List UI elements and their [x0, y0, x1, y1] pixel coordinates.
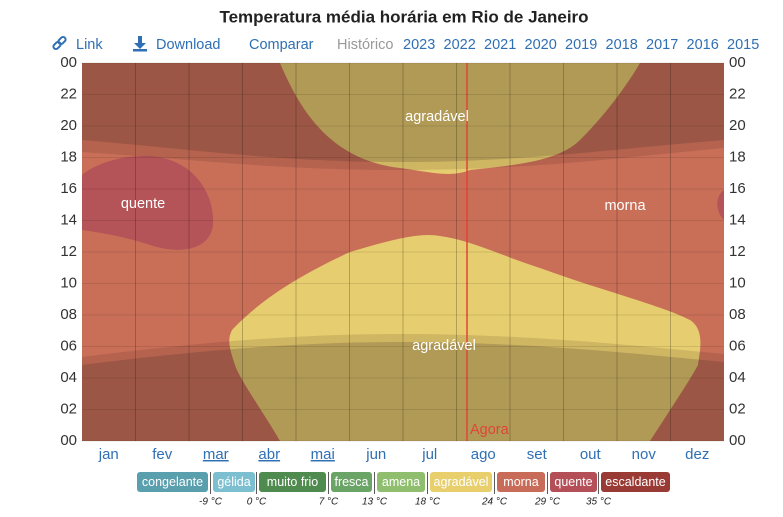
legend-label: congelante	[142, 475, 203, 489]
y-tick-label-right: 00	[729, 432, 746, 449]
y-tick-label-right: 04	[729, 369, 746, 386]
threshold-label: -9 °C	[199, 497, 223, 508]
y-tick-label: 00	[60, 432, 77, 449]
y-tick-label-right: 10	[729, 274, 746, 291]
threshold-label: 0 °C	[247, 497, 267, 508]
y-tick-label: 18	[60, 148, 77, 165]
y-tick-label: 04	[60, 369, 77, 386]
twilight-overlay	[82, 334, 724, 365]
x-tick-label: dez	[685, 446, 709, 463]
y-tick-label: 02	[60, 400, 77, 417]
toolbar-link[interactable]: Comparar	[249, 37, 314, 53]
x-tick-label: mai	[311, 446, 335, 463]
legend-label: quente	[554, 475, 592, 489]
legend-label: amena	[382, 475, 420, 489]
legend-swatch	[213, 472, 255, 492]
plot-area	[82, 62, 724, 442]
toolbar-link[interactable]: Link	[76, 37, 103, 53]
agradavel-zone	[229, 234, 701, 441]
download-icon	[133, 36, 147, 52]
y-tick-label: 08	[60, 306, 77, 323]
y-tick-label: 10	[60, 274, 77, 291]
twilight-overlay	[82, 140, 724, 170]
legend-swatch	[259, 472, 326, 492]
x-tick-label: fev	[152, 446, 173, 463]
year-link[interactable]: 2021	[484, 37, 516, 53]
y-tick-label-right: 16	[729, 180, 746, 197]
x-tick-label: abr	[258, 446, 280, 463]
year-link[interactable]: 2019	[565, 37, 597, 53]
y-tick-label-right: 12	[729, 243, 746, 260]
history-label: Histórico	[337, 37, 393, 53]
x-tick-label: mar	[203, 446, 229, 463]
x-tick-label: jun	[365, 446, 386, 463]
region-label: agradável	[405, 109, 469, 125]
y-tick-label: 20	[60, 117, 77, 134]
year-link[interactable]: 2017	[646, 37, 678, 53]
region-label: morna	[604, 198, 646, 214]
y-tick-label: 00	[60, 54, 77, 71]
y-tick-label: 16	[60, 180, 77, 197]
night-overlay	[82, 342, 724, 441]
toolbar: Link Download Comparar Histórico 2023 2022 202…	[52, 35, 759, 53]
legend-swatch	[601, 472, 670, 492]
year-link[interactable]: 2016	[687, 37, 719, 53]
legend-swatch	[550, 472, 597, 492]
x-tick-label: out	[580, 446, 602, 463]
y-tick-label: 12	[60, 243, 77, 260]
year-link[interactable]: 2023	[403, 37, 435, 53]
agradavel-zone	[280, 63, 640, 174]
threshold-label: 35 °C	[586, 497, 612, 508]
threshold-label: 13 °C	[362, 497, 388, 508]
threshold-label: 29 °C	[534, 497, 561, 508]
y-tick-label: 06	[60, 337, 77, 354]
y-tick-label-right: 08	[729, 306, 746, 323]
link-icon	[52, 35, 67, 51]
threshold-label: 24 °C	[481, 497, 508, 508]
legend-swatch	[377, 472, 425, 492]
y-tick-label-right: 02	[729, 400, 746, 417]
y-tick-label-right: 14	[729, 211, 746, 228]
chart-title: Temperatura média horária em Rio de Jane…	[219, 7, 588, 26]
legend-label: gélida	[217, 475, 250, 489]
region-label: quente	[121, 196, 165, 212]
legend-swatch	[331, 472, 372, 492]
y-tick-label-right: 06	[729, 337, 746, 354]
x-tick-label: set	[527, 446, 548, 463]
threshold-label: 18 °C	[415, 497, 441, 508]
x-tick-label: nov	[632, 446, 657, 463]
legend-label: agradável	[434, 475, 489, 489]
legend-label: fresca	[334, 475, 368, 489]
x-tick-label: jan	[98, 446, 119, 463]
year-link[interactable]: 2015	[727, 37, 759, 53]
x-tick-label: ago	[471, 446, 496, 463]
y-tick-label-right: 18	[729, 148, 746, 165]
legend-label: escaldante	[605, 475, 666, 489]
threshold-label: 7 °C	[319, 497, 339, 508]
y-tick-label-right: 00	[729, 54, 746, 71]
quente-zone	[717, 190, 724, 220]
now-label: Agora	[470, 422, 510, 438]
y-tick-label: 22	[60, 85, 77, 102]
y-tick-label-right: 20	[729, 117, 746, 134]
toolbar-link[interactable]: Download	[156, 37, 221, 53]
legend-swatch	[497, 472, 545, 492]
year-link[interactable]: 2020	[525, 37, 557, 53]
quente-zone	[82, 155, 214, 250]
year-link[interactable]: 2018	[606, 37, 638, 53]
y-tick-label-right: 22	[729, 85, 746, 102]
year-link[interactable]: 2022	[444, 37, 476, 53]
y-tick-label: 14	[60, 211, 77, 228]
legend-label: morna	[503, 475, 538, 489]
legend-swatch	[137, 472, 208, 492]
legend-label: muito frio	[267, 475, 318, 489]
night-overlay	[82, 63, 724, 162]
legend-swatch	[430, 472, 492, 492]
x-tick-label: jul	[421, 446, 437, 463]
region-label: agradável	[412, 338, 476, 354]
